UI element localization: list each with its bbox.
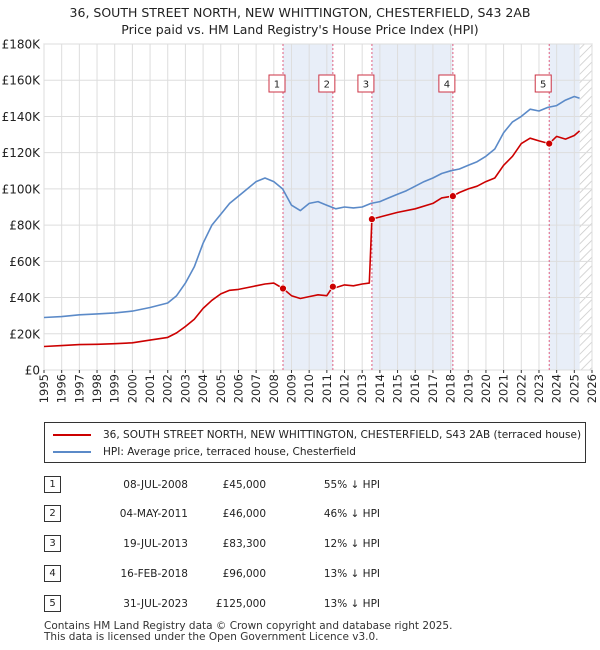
y-tick-label: £80K [9,219,41,233]
x-tick-label: 2008 [267,374,281,403]
sale-hpi-diff: 46% ↓ HPI [323,508,380,520]
sale-point [368,215,376,224]
x-tick-label: 2026 [585,374,599,403]
price-chart: 1 2 3 4 5 £0 £20K £40K £60K £80K £100K £120K £140K £… [2,38,599,404]
y-tick-label: £60K [9,255,41,269]
sale-row: 5 31-JUL-2023 £125,000 13% ↓ HPI [0,595,600,613]
footer-licence: This data is licensed under the Open Gov… [44,631,379,643]
sale-price: £125,000 [215,598,266,610]
legend-item-hpi: HPI: Average price, terraced house, Ches… [53,444,356,460]
x-tick-label: 2020 [479,374,493,403]
sale-hpi-diff: 12% ↓ HPI [323,538,380,550]
x-tick-label: 1997 [72,374,86,403]
x-tick-label: 2019 [461,374,475,403]
sale-marker-box [438,74,456,93]
sale-date: 16-FEB-2018 [120,568,188,580]
shaded-span [282,44,333,370]
x-tick-label: 2021 [497,374,511,403]
x-tick-label: 2015 [391,374,405,403]
shaded-span [371,44,453,370]
chart-title: 36, SOUTH STREET NORTH, NEW WHITTINGTON,… [69,5,531,20]
legend-label-hpi: HPI: Average price, terraced house, Ches… [103,446,356,458]
x-tick-label: 2004 [196,374,210,403]
y-tick-label: £140K [2,110,42,124]
x-tick-label: 1999 [108,374,122,403]
y-tick-label: £100K [2,182,42,196]
sale-date: 19-JUL-2013 [123,538,188,550]
sale-price: £45,000 [222,479,266,491]
x-tick-label: 1998 [90,374,104,403]
x-tick-label: 2016 [408,374,422,403]
series-line-hpi [43,95,580,319]
x-tick-label: 2022 [514,374,528,403]
x-tick-label: 2010 [302,374,316,403]
x-tick-label: 2001 [143,374,157,403]
x-tick-label: 2014 [373,374,387,403]
sale-row: 3 19-JUL-2013 £83,300 12% ↓ HPI [0,535,600,553]
sale-marker-box [318,74,336,93]
chart-subtitle: Price paid vs. HM Land Registry's House … [121,22,479,37]
sale-date: 31-JUL-2023 [123,598,188,610]
sale-hpi-diff: 13% ↓ HPI [323,598,380,610]
x-tick-label: 1995 [37,374,51,403]
x-tick-label: 2023 [532,374,546,403]
sale-price: £83,300 [222,538,266,550]
sale-marker-box [357,74,375,93]
footer-copyright: Contains HM Land Registry data © Crown c… [44,620,453,632]
x-tick-label: 2024 [550,374,564,403]
sale-number-badge: 1 [44,476,61,493]
sale-marker-label: 5 [540,80,546,91]
sale-marker-label: 3 [363,80,369,91]
forecast-hatch [579,44,592,370]
sale-number-badge: 2 [44,505,61,522]
sale-point [448,192,457,201]
y-tick-label: £20K [9,327,41,341]
sale-hpi-diff: 13% ↓ HPI [323,568,380,580]
x-tick-label: 2012 [338,374,352,403]
legend-label-property: 36, SOUTH STREET NORTH, NEW WHITTINGTON,… [103,429,582,441]
y-tick-label: £180K [2,38,42,52]
legend-swatch-hpi [53,451,91,453]
sale-point [279,284,287,293]
x-tick-label: 2007 [249,374,263,403]
x-tick-label: 2011 [320,374,334,403]
y-tick-label: £40K [9,291,41,305]
sale-date: 08-JUL-2008 [123,479,188,491]
sale-date: 04-MAY-2011 [119,508,188,520]
sale-marker-box [534,74,552,93]
sale-point [328,282,337,291]
x-tick-label: 2017 [426,374,440,403]
y-tick-label: £0 [25,364,40,378]
x-tick-label: 2000 [125,374,139,403]
sale-marker-box [268,74,286,93]
x-tick-label: 2018 [444,374,458,403]
x-tick-label: 2005 [214,374,228,403]
sale-point [545,139,554,148]
y-tick-label: £160K [2,74,42,88]
shaded-span [549,44,580,370]
legend-swatch-property [53,434,91,436]
x-tick-label: 1996 [55,374,69,403]
x-tick-label: 2002 [161,374,175,403]
sale-number-badge: 3 [44,535,61,552]
chart-legend: 36, SOUTH STREET NORTH, NEW WHITTINGTON,… [44,422,586,463]
x-tick-label: 2025 [567,374,581,403]
sale-row: 4 16-FEB-2018 £96,000 13% ↓ HPI [0,565,600,583]
x-tick-label: 2006 [231,374,245,403]
sale-hpi-diff: 55% ↓ HPI [323,479,380,491]
sale-price: £46,000 [222,508,266,520]
sale-marker-label: 2 [324,80,330,91]
x-tick-label: 2003 [178,374,192,403]
sale-marker-label: 4 [444,80,450,91]
y-tick-label: £120K [2,146,42,160]
legend-item-property: 36, SOUTH STREET NORTH, NEW WHITTINGTON,… [53,427,581,443]
sale-number-badge: 4 [44,565,61,582]
sale-price: £96,000 [222,568,266,580]
sale-marker-label: 1 [274,80,280,91]
sale-number-badge: 5 [44,595,61,612]
x-tick-label: 2013 [355,374,369,403]
x-tick-label: 2009 [284,374,298,403]
sale-row: 1 08-JUL-2008 £45,000 55% ↓ HPI [0,476,600,494]
sale-row: 2 04-MAY-2011 £46,000 46% ↓ HPI [0,505,600,523]
